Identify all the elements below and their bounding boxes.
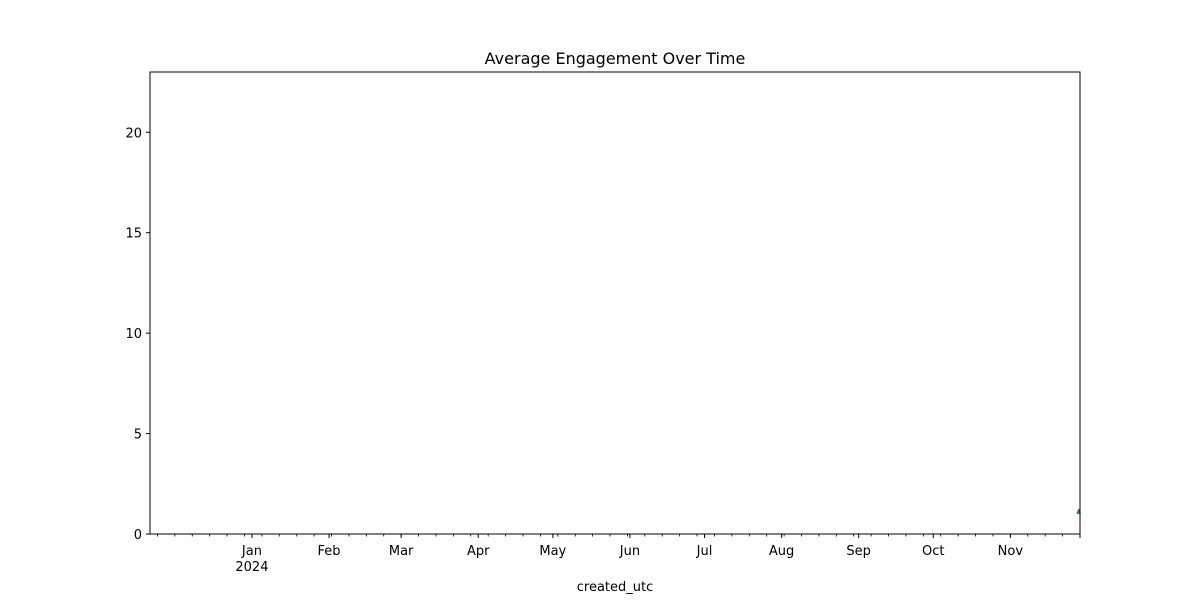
x-tick-label: Jul [696,544,713,559]
x-tick-label: Apr [467,544,490,559]
x-tick-label: Feb [318,544,341,559]
x-tick-label: Jan [241,544,262,559]
y-tick-label: 0 [134,528,142,543]
y-tick-label: 20 [125,126,142,141]
x-tick-sublabel: 2024 [235,560,268,575]
chart-title: Average Engagement Over Time [485,49,746,68]
x-tick-label: May [539,544,566,559]
x-tick-label: Aug [769,544,794,559]
x-tick-label: Nov [998,544,1024,559]
x-tick-label: Mar [389,544,414,559]
x-tick-label: Sep [846,544,871,559]
x-tick-label: Jun [619,544,640,559]
x-tick-label: Oct [922,544,944,559]
plot-frame [149,71,1081,535]
y-tick-label: 5 [134,428,142,443]
y-tick-label: 15 [125,227,142,242]
y-tick-label: 10 [125,327,142,342]
x-axis-label: created_utc [577,580,654,595]
